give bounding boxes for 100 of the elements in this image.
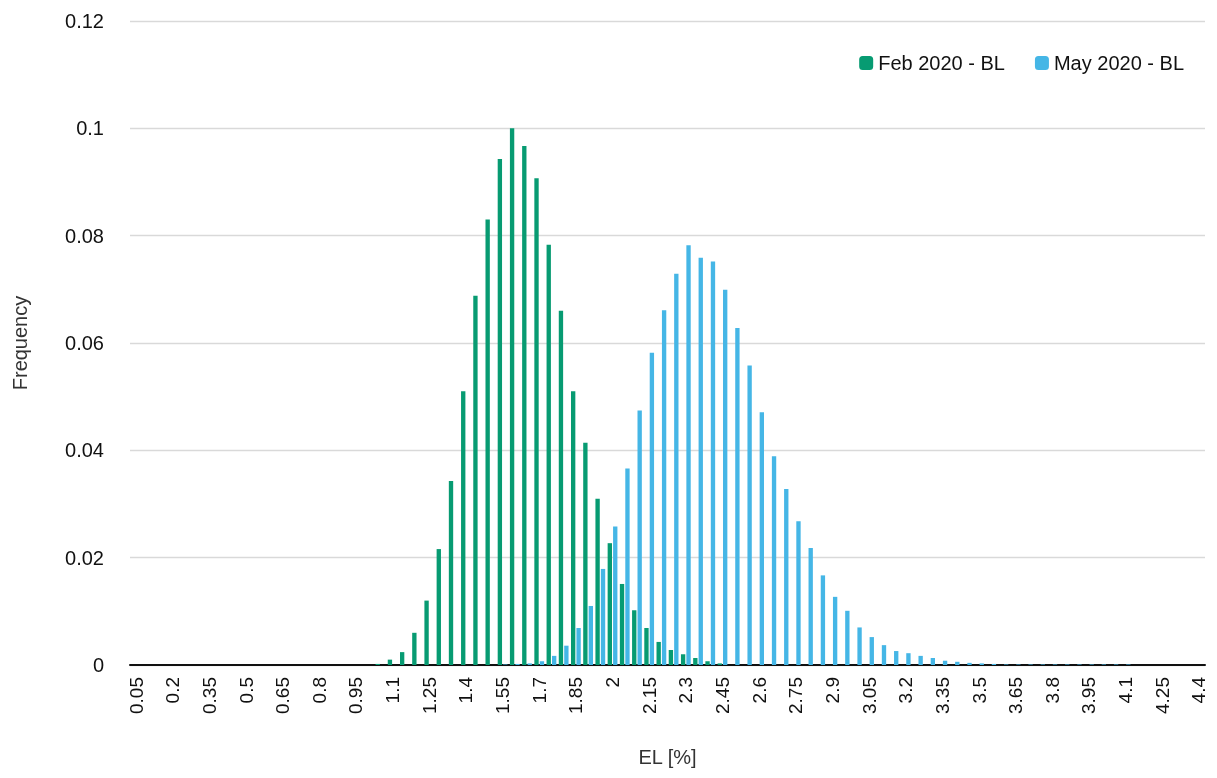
x-tick-label: 0.2 [162,677,184,704]
x-tick-label: 4.25 [1151,677,1173,714]
y-tick-label: 0.1 [76,117,104,140]
bar [522,146,527,665]
x-tick-label: 1.1 [382,677,404,704]
bar [607,543,612,665]
x-tick-label: 0.95 [345,677,367,714]
bar [668,649,674,665]
x-tick-label: 3.2 [895,677,917,704]
x-tick-label: 2.15 [638,677,660,714]
x-tick-label: 2.45 [711,677,733,714]
bar [534,178,539,665]
bar [539,661,545,665]
bar [832,596,838,665]
bar [680,654,686,665]
bar [448,480,454,665]
bar [723,289,728,665]
bar [735,327,740,665]
bar [485,219,490,665]
bar [595,498,600,665]
bar [693,658,698,665]
bar [583,442,588,665]
x-tick-label: 2.3 [675,677,697,704]
bar [894,651,899,665]
bar [436,549,441,665]
bar [399,652,405,665]
x-tick-label: 1.55 [492,677,514,714]
x-tick-label: 3.05 [858,677,880,714]
bar [558,310,564,665]
legend-label: Feb 2020 - BL [878,52,1005,74]
x-tick-label: 2.75 [785,677,807,714]
x-tick-label: 2.6 [748,677,770,704]
bar [576,627,581,665]
bar [649,352,655,665]
bar [509,128,515,665]
bar [600,568,606,665]
bar [747,365,752,665]
x-tick-label: 0.35 [198,677,220,714]
bar [473,295,478,665]
bar [644,627,649,665]
bar [710,261,716,665]
bar [674,273,679,665]
bar [705,661,710,665]
bar [412,632,417,665]
x-tick-label: 3.8 [1041,677,1063,704]
bar [619,583,625,665]
bar [661,310,667,665]
bar [551,655,557,665]
bar [546,244,551,665]
x-tick-label: 0.8 [308,677,330,704]
x-tick-label: 3.35 [931,677,953,714]
bar [698,257,703,665]
bar [784,488,789,665]
x-tick-label: 1.4 [455,676,477,704]
bar [570,391,576,665]
y-tick-label: 0.02 [65,546,104,569]
bar [625,468,630,665]
bar [881,645,887,665]
bar [588,605,593,665]
x-tick-label: 4.1 [1115,677,1137,704]
x-tick-label: 1.25 [418,677,440,714]
x-tick-label: 3.65 [1005,677,1027,714]
bar [637,410,642,665]
y-tick-label: 0.06 [65,332,104,354]
bar [906,653,911,665]
x-axis-title: EL [%] [638,746,697,768]
bar [771,456,777,665]
x-tick-label: 0.05 [125,677,147,714]
x-tick-label: 4.4 [1188,676,1210,704]
bar [918,655,923,665]
y-axis-title: Frequency [9,295,31,391]
bar [869,637,874,665]
bar [613,526,618,665]
y-tick-label: 0.04 [65,439,104,462]
bar [632,610,637,665]
bar [967,662,972,665]
bar [461,391,466,665]
x-tick-label: 1.85 [565,677,587,714]
bar [424,600,429,665]
x-tick-label: 3.95 [1078,677,1100,714]
bar [759,412,765,665]
bar [564,645,569,665]
bar [497,158,503,665]
x-tick-label: 0.5 [235,677,257,704]
legend-label: May 2020 - BL [1053,52,1185,74]
x-tick-label: 1.7 [528,677,550,704]
x-tick-label: 0.65 [272,677,294,714]
bar [656,641,661,665]
y-tick-label: 0.08 [65,224,104,247]
bar [857,627,862,665]
x-tick-label: 3.5 [968,677,990,704]
y-tick-label: 0 [92,654,104,676]
y-tick-label: 0.12 [65,10,104,32]
x-tick-label: 2 [602,677,624,688]
bar [686,245,691,665]
bar [930,658,936,665]
bar [845,610,850,665]
bar [796,521,801,665]
bar [820,575,826,665]
x-tick-label: 2.9 [821,677,843,704]
